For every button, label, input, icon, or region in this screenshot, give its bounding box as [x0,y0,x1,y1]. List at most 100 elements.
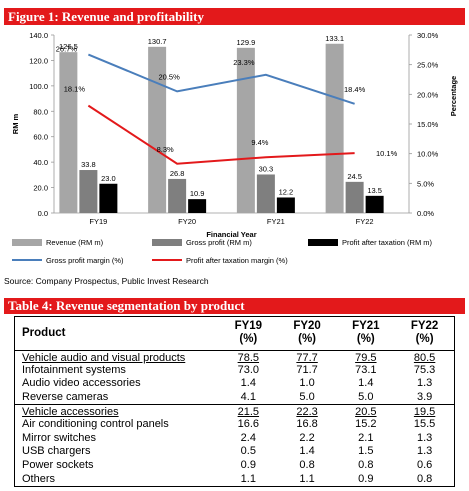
legend-label: Profit after taxation margin (%) [186,256,288,265]
table-row: Infotainment systems 73.0 71.7 73.1 75.3 [15,364,454,378]
bar-gross [256,174,275,213]
legend-label: Profit after taxation (RM m) [342,238,433,247]
row-value: 0.8 [416,472,433,485]
bar-revenue [236,47,255,213]
table-group-row: Vehicle accessories 21.5 22.3 20.5 19.5 [15,403,454,418]
bar-data-label: 133.1 [325,34,344,43]
row-value: 1.4 [299,445,315,458]
table-title: Table 4: Revenue segmentation by product [4,298,465,314]
row-value: 19.5 [395,403,454,418]
table-header-row: Product FY19 (%) FY20 (%) FY21 (%) FY22 (%) [15,317,454,351]
bar-data-label: 24.5 [347,172,362,181]
legend-label: Gross profit margin (%) [46,256,124,265]
row-value: 16.6 [237,418,260,431]
bar-profit [365,195,384,213]
row-label: Others [22,472,56,485]
table-row: Air conditioning control panels 16.6 16.8 1… [15,418,454,432]
row-value: 1.3 [416,377,433,390]
bar-data-label: 126.5 [59,42,78,51]
row-label: Audio video accessories [22,377,141,390]
y-tick-label: 0.0 [38,209,48,218]
row-value: 1.4 [358,377,374,390]
table-row: Others 1.1 1.1 0.9 0.8 [15,472,454,486]
row-value: 78.5 [237,351,260,364]
row-label: Vehicle audio and visual products [22,351,186,364]
bar-profit [276,197,295,213]
row-value: 75.3 [413,363,436,376]
row-value: 5.0 [358,390,374,403]
row-label: Vehicle accessories [15,403,219,418]
y2-axis-title: Percentage [449,76,458,116]
row-value: 1.0 [299,377,315,390]
row-value: 0.8 [358,459,374,472]
bar-profit [99,183,118,213]
bar-data-label: 26.8 [170,169,185,178]
header-fy19: FY19 (%) [218,317,278,351]
revenue-profitability-chart: 0.0 20.0 40.0 60.0 80.0 100.0 120.0 140.0 0.0% 5.… [11,31,458,265]
bar-data-label: 130.7 [148,37,167,46]
y2-tick-label: 0.0% [417,209,434,218]
table-row: Mirror switches 2.4 2.2 2.1 1.3 [15,432,454,446]
row-value: 0.5 [240,445,256,458]
row-value: 1.1 [240,472,256,485]
line-data-label: 26.7% [56,45,78,54]
row-value: 0.9 [358,472,374,485]
header-fy22: FY22 (%) [395,317,454,351]
line-series [87,104,355,165]
figure-title: Figure 1: Revenue and profitability [4,8,465,25]
source-note: Source: Company Prospectus, Public Inves… [4,276,209,286]
line-series [87,53,355,105]
bar-data-label: 33.8 [81,160,96,169]
legend-label: Gross profit (RM m) [186,238,252,247]
header-fy20: FY20 (%) [277,317,337,351]
bar-data-label: 10.9 [190,189,205,198]
x-axis-title: Financial Year [206,230,256,239]
y-tick-label: 40.0 [33,158,48,167]
y-tick-label: 80.0 [33,107,48,116]
line-data-label: 10.1% [376,149,398,158]
bar-gross [79,170,98,213]
line-data-label: 23.3% [233,58,255,67]
y-tick-label: 100.0 [29,82,48,91]
x-tick-label: FY22 [356,217,374,226]
line-data-label: 18.1% [64,85,86,94]
row-value: 15.2 [355,418,377,431]
row-value: 1.4 [240,377,256,390]
y-tick-label: 120.0 [29,56,48,65]
y-axis-title: RM m [11,113,20,134]
row-value: 0.9 [240,459,256,472]
bar-gross [168,178,187,213]
row-value: 71.7 [296,363,318,376]
row-value: 1.3 [416,431,433,444]
header-fy21: FY21 (%) [336,317,396,351]
row-value: 3.9 [416,390,433,403]
bar-data-label: 13.5 [367,186,382,195]
row-label: Mirror switches [22,431,96,444]
row-value: 73.0 [237,363,260,376]
row-value: 15.5 [413,418,436,431]
bar-data-label: 23.0 [101,174,116,183]
table-row: Reverse cameras 4.1 5.0 5.0 3.9 [15,391,454,405]
x-tick-label: FY21 [267,217,285,226]
legend-swatch [152,239,182,246]
line-data-label: 20.5% [158,72,180,81]
y-tick-label: 20.0 [33,184,48,193]
row-value: 0.6 [416,459,433,472]
row-value: 21.5 [218,403,278,418]
line-data-label: 8.3% [157,145,174,154]
row-value: 22.3 [277,403,337,418]
row-label: Reverse cameras [22,390,109,403]
row-value: 79.5 [355,351,377,364]
row-value: 5.0 [299,390,315,403]
row-value: 80.5 [413,351,436,364]
row-value: 77.7 [296,351,318,364]
y2-tick-label: 10.0% [417,150,439,159]
table-group-row: Vehicle audio and visual products 78.5 77.… [15,350,454,364]
y2-tick-label: 15.0% [417,120,439,129]
legend-label: Revenue (RM m) [46,238,104,247]
bar-revenue [148,46,167,214]
revenue-segmentation-table: Product FY19 (%) FY20 (%) FY21 (%) FY22 (%) … [14,316,455,487]
bar-revenue [325,43,344,213]
bar-data-label: 30.3 [259,164,274,173]
y-tick-label: 140.0 [29,31,48,40]
